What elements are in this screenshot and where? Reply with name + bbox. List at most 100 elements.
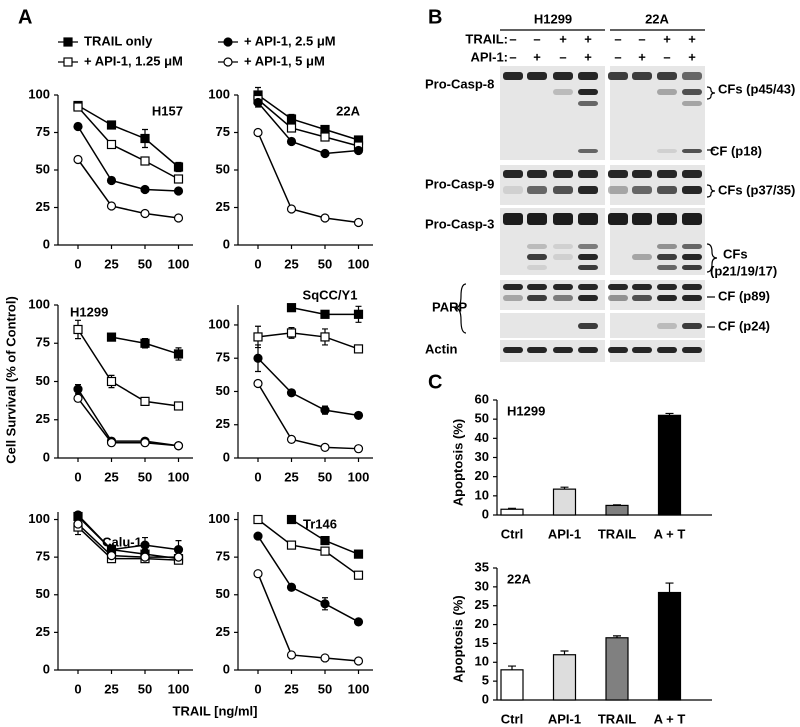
marker (106, 175, 117, 186)
y-tick-label: 25 (216, 416, 230, 431)
treatment-sign: – (614, 31, 621, 46)
fragment-label: CF (p24) (718, 318, 770, 333)
y-tick-label: 100 (208, 511, 230, 526)
treatment-sign: – (509, 49, 516, 64)
marker (320, 599, 330, 609)
marker (73, 510, 83, 520)
blot-band (632, 254, 652, 260)
error-bar (613, 504, 621, 506)
marker (140, 396, 150, 406)
blot-band (632, 170, 652, 178)
marker (320, 546, 330, 556)
marker (106, 120, 117, 130)
marker (106, 332, 117, 342)
marker (286, 434, 297, 444)
panel-label: C (428, 371, 442, 393)
brace (706, 184, 716, 198)
marker (73, 324, 83, 335)
y-tick-label: 50 (216, 383, 230, 398)
marker (353, 145, 364, 156)
y-tick-label: 10 (475, 654, 489, 669)
series-line (257, 132, 359, 224)
y-tick-label: 50 (36, 161, 50, 176)
marker (353, 309, 364, 319)
blot-band (657, 149, 677, 153)
x-axis-label: TRAIL [ng/ml] (173, 703, 258, 718)
blot-band (527, 295, 547, 301)
error-bar (613, 635, 621, 638)
marker (73, 102, 83, 112)
y-tick-label: 40 (475, 430, 489, 445)
blot-band (682, 170, 702, 178)
marker (320, 132, 330, 142)
marker (106, 438, 117, 448)
y-tick-label: 100 (28, 511, 50, 526)
y-tick-label: 0 (43, 236, 50, 251)
blot-band (527, 186, 547, 194)
marker (173, 174, 184, 184)
treatment-label: API-1: (470, 49, 508, 64)
marker (353, 549, 364, 559)
marker (140, 338, 150, 348)
series-line (257, 518, 359, 576)
blot-band (657, 244, 677, 249)
x-tick-label: 25 (104, 469, 118, 484)
chart-title: H157 (152, 103, 183, 118)
blot-band (657, 323, 677, 329)
blot-band (632, 284, 652, 290)
blot-band (553, 295, 573, 301)
marker (223, 57, 233, 67)
y-tick-label: 0 (223, 661, 230, 676)
blot-band (553, 284, 573, 290)
y-tick-label: 100 (28, 86, 50, 101)
blot-band (503, 72, 523, 80)
y-tick-label: 75 (216, 124, 230, 139)
fragment-label: CFs (p45/43) (718, 81, 795, 96)
blot-band (657, 284, 677, 290)
legend-label: + API-1, 1.25 μM (84, 53, 183, 68)
y-axis-label: Cell Survival (% of Control) (3, 296, 18, 464)
x-tick-label: 100 (348, 681, 370, 696)
y-tick-label: 30 (475, 578, 489, 593)
y-tick-label: 15 (475, 635, 489, 650)
blot-band (503, 295, 523, 301)
blot-band (527, 265, 547, 270)
blot-band (657, 72, 677, 80)
marker (353, 656, 364, 666)
blot-band (578, 347, 598, 353)
y-tick-label: 50 (36, 586, 50, 601)
blot-band (527, 213, 547, 225)
blot-band (632, 213, 652, 225)
marker (173, 213, 184, 223)
marker (140, 208, 150, 219)
blot-band (632, 347, 652, 353)
treatment-sign: + (638, 49, 646, 64)
series-line (257, 98, 359, 147)
marker (173, 162, 184, 172)
x-tick-label: Ctrl (501, 526, 523, 541)
x-tick-label: 0 (254, 469, 261, 484)
blot-band (527, 244, 547, 249)
panel-label: B (428, 6, 442, 28)
blot-background (500, 340, 605, 362)
blot-band (553, 72, 573, 80)
treatment-sign: – (614, 49, 621, 64)
blot-band (682, 72, 702, 80)
blot-band (682, 89, 702, 95)
x-tick-label: 0 (74, 256, 81, 271)
blot-band (578, 170, 598, 178)
blot-band (608, 170, 628, 178)
chart-title: 22A (336, 103, 360, 118)
marker (286, 514, 297, 525)
x-tick-label: 25 (284, 256, 298, 271)
blot-band (553, 186, 573, 194)
row-label: Actin (425, 341, 458, 356)
series-line (77, 388, 179, 447)
series-line (77, 397, 179, 447)
panel-label: A (18, 6, 32, 28)
series-line (257, 535, 359, 623)
marker (140, 156, 150, 166)
series-line (77, 126, 179, 192)
